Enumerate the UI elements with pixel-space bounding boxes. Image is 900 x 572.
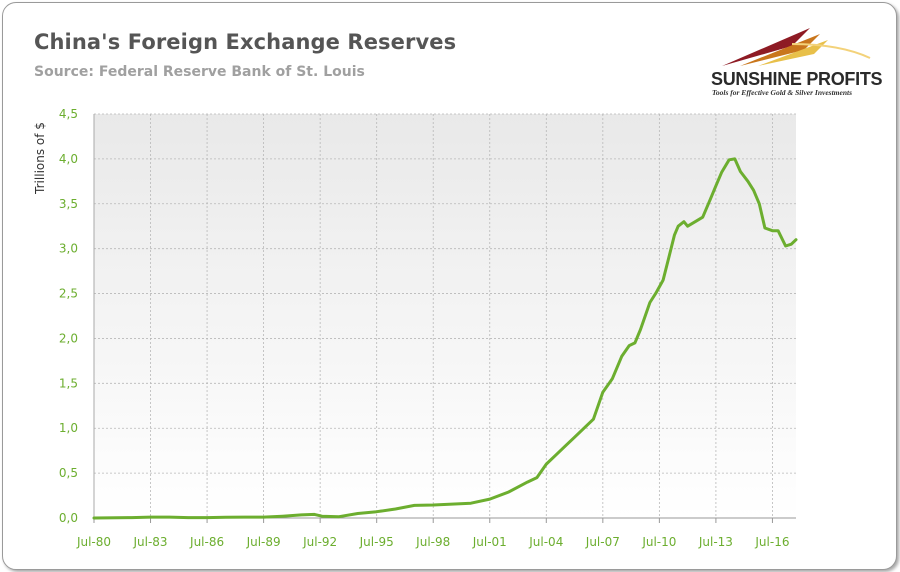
logo-swoosh-icon: [722, 28, 871, 66]
plot-area: [94, 114, 796, 518]
x-tick-label: Jul-86: [189, 535, 224, 549]
y-tick-label: 0,0: [59, 511, 78, 525]
y-tick-label: 0,5: [59, 466, 78, 480]
y-tick-label: 3,5: [59, 197, 78, 211]
chart-subtitle: Source: Federal Reserve Bank of St. Loui…: [34, 64, 365, 80]
x-tick-label: Jul-98: [415, 535, 450, 549]
x-tick-label: Jul-13: [698, 535, 733, 549]
sunshine-profits-logo: SUNSHINE PROFITS Tools for Effective Gol…: [700, 24, 890, 104]
x-tick-label: Jul-83: [132, 535, 167, 549]
y-tick-label: 1,0: [59, 421, 78, 435]
y-tick-label: 2,0: [59, 331, 78, 345]
chart-title: China's Foreign Exchange Reserves: [34, 30, 457, 54]
logo-name: SUNSHINE PROFITS: [711, 69, 883, 89]
logo-tagline: Tools for Effective Gold & Silver Invest…: [712, 88, 852, 97]
y-tick-label: 3,0: [59, 242, 78, 256]
y-tick-label: 4,0: [59, 152, 78, 166]
x-tick-label: Jul-92: [302, 535, 337, 549]
series-line-reserves: [92, 157, 798, 520]
x-tick-label: Jul-89: [246, 535, 281, 549]
x-tick-label: Jul-95: [359, 535, 394, 549]
y-tick-label: 4,5: [59, 107, 78, 121]
x-tick-label: Jul-04: [528, 535, 563, 549]
x-tick-label: Jul-10: [641, 535, 676, 549]
x-tick-label: Jul-01: [472, 535, 507, 549]
x-tick-label: Jul-07: [585, 535, 620, 549]
x-tick-label: Jul-80: [76, 535, 111, 549]
x-tick-label: Jul-16: [754, 535, 789, 549]
y-tick-label: 2,5: [59, 287, 78, 301]
y-tick-label: 1,5: [59, 376, 78, 390]
